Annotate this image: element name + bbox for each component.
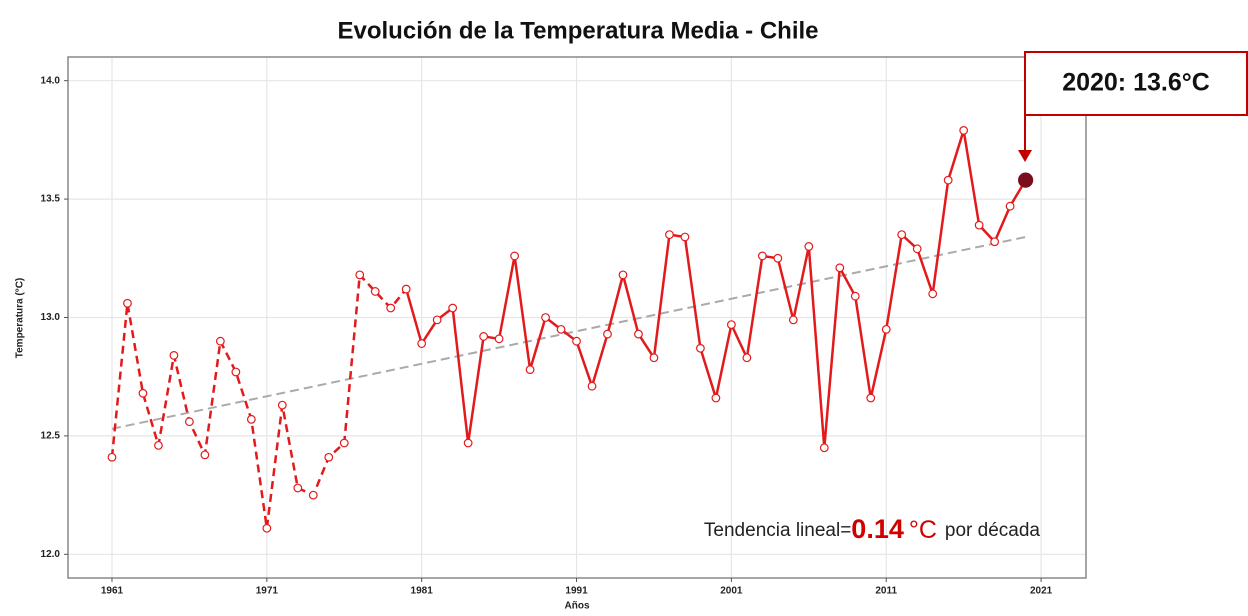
point — [231, 367, 241, 377]
trend-line — [111, 236, 1026, 430]
point — [448, 303, 458, 313]
point — [308, 490, 318, 500]
x-tick-label: 2001 — [720, 586, 743, 597]
x-tick-label: 1971 — [256, 586, 279, 597]
point — [897, 230, 907, 240]
point — [417, 339, 427, 348]
point — [215, 336, 225, 346]
point — [603, 329, 612, 339]
callout-text: 2020: 13.6°C — [1062, 69, 1210, 97]
point — [680, 232, 690, 242]
y-tick-label: 12.0 — [41, 549, 61, 560]
highlight-point — [1018, 172, 1034, 188]
x-axis-title: Años — [565, 601, 590, 612]
point — [835, 263, 845, 273]
point — [649, 353, 659, 363]
trend-note-value: 0.14 — [851, 514, 904, 544]
point — [324, 452, 334, 462]
point — [463, 438, 473, 448]
x-tick-label: 2011 — [875, 586, 897, 597]
point — [138, 388, 148, 398]
trend-note-unit: °C — [909, 516, 937, 544]
x-tick-label: 1991 — [565, 586, 588, 597]
point — [541, 313, 550, 322]
point — [974, 220, 984, 230]
chart-title: Evolución de la Temperatura Media - Chil… — [338, 17, 819, 44]
point — [370, 287, 380, 296]
x-tick-label: 2021 — [1030, 586, 1053, 597]
point — [200, 450, 210, 460]
point — [510, 251, 519, 261]
point — [757, 251, 767, 261]
point — [401, 284, 411, 294]
line-dashed — [110, 273, 408, 530]
point — [123, 298, 132, 308]
point — [386, 303, 396, 313]
point — [432, 315, 442, 325]
point — [618, 270, 628, 280]
point — [634, 329, 643, 339]
point — [788, 315, 798, 325]
point — [711, 393, 721, 403]
point — [169, 350, 179, 360]
point — [1005, 201, 1015, 211]
point — [726, 320, 736, 330]
callout-arrowhead — [1018, 150, 1032, 162]
x-tick-label: 1981 — [411, 586, 434, 597]
point — [355, 270, 365, 280]
trend-note: Tendencia lineal=0.14 °C por década — [704, 514, 1041, 544]
point — [943, 175, 953, 185]
point — [262, 523, 272, 533]
point — [696, 343, 705, 353]
point — [556, 324, 566, 334]
point — [154, 440, 163, 450]
point — [881, 324, 891, 334]
trend-note-suffix: por década — [945, 520, 1041, 541]
point — [866, 393, 876, 403]
grid — [68, 57, 1086, 578]
y-tick-label: 13.5 — [41, 194, 61, 205]
point — [277, 400, 287, 410]
point — [850, 291, 860, 301]
y-axis-title: Temperatura (°C) — [15, 278, 26, 359]
point — [665, 230, 674, 240]
y-tick-label: 14.0 — [41, 75, 61, 86]
x-tick-label: 1961 — [101, 586, 124, 597]
point — [494, 334, 504, 344]
point — [742, 353, 752, 363]
point — [804, 242, 814, 251]
callout-box — [1024, 51, 1248, 116]
point — [572, 336, 581, 346]
point — [107, 452, 117, 462]
point — [912, 244, 922, 254]
point — [928, 289, 938, 299]
point — [525, 365, 535, 375]
point — [587, 381, 597, 391]
point — [339, 438, 349, 448]
point — [990, 237, 1000, 247]
point — [185, 417, 194, 427]
y-tick-label: 12.5 — [41, 431, 61, 442]
trend-note-prefix: Tendencia lineal= — [704, 520, 851, 541]
marks — [107, 126, 1034, 533]
point — [246, 414, 256, 424]
y-tick-label: 13.0 — [41, 312, 61, 323]
point — [819, 443, 829, 453]
point — [773, 253, 783, 263]
point — [959, 126, 969, 135]
point — [479, 332, 489, 341]
point — [293, 483, 303, 493]
